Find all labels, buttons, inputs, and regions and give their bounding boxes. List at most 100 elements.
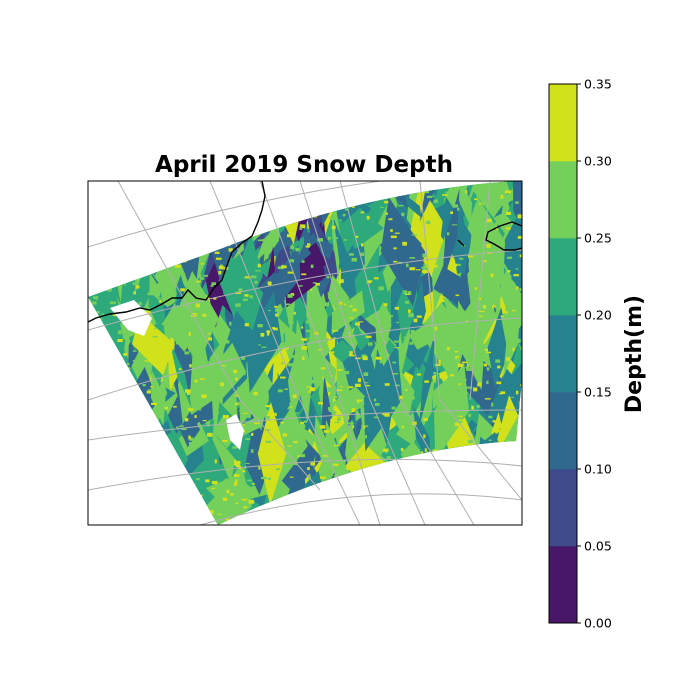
- depth-speckle: [290, 245, 295, 250]
- depth-cell: [331, 290, 365, 335]
- depth-speckle: [331, 225, 336, 230]
- colorbar-tick-label: 0.20: [584, 308, 612, 323]
- depth-speckle: [189, 364, 192, 368]
- depth-speckle: [330, 402, 335, 407]
- depth-speckle: [398, 395, 403, 400]
- depth-speckle: [237, 401, 241, 406]
- depth-speckle: [410, 396, 415, 400]
- depth-speckle: [495, 429, 501, 433]
- depth-speckle: [385, 212, 388, 215]
- depth-speckle: [433, 371, 437, 375]
- depth-speckle: [307, 243, 311, 246]
- depth-speckle: [281, 362, 284, 365]
- depth-speckle: [208, 337, 213, 341]
- depth-speckle: [189, 437, 194, 441]
- depth-speckle: [486, 351, 492, 354]
- depth-speckle: [519, 254, 522, 258]
- depth-speckle: [257, 324, 263, 328]
- depth-speckle: [363, 427, 366, 429]
- depth-speckle: [458, 257, 464, 260]
- depth-speckle: [340, 386, 343, 388]
- depth-speckle: [351, 257, 357, 262]
- depth-speckle: [216, 520, 222, 524]
- depth-speckle: [194, 415, 197, 418]
- depth-speckle: [425, 307, 432, 310]
- depth-cell: [333, 216, 360, 324]
- depth-speckle: [175, 264, 181, 268]
- depth-speckle: [373, 277, 379, 280]
- depth-speckle: [432, 282, 436, 285]
- depth-speckle: [211, 282, 216, 286]
- depth-speckle: [239, 409, 244, 412]
- depth-speckle: [341, 406, 348, 409]
- depth-speckle: [135, 285, 140, 289]
- depth-speckle: [483, 304, 486, 309]
- depth-speckle: [496, 270, 502, 275]
- depth-speckle: [497, 268, 503, 271]
- depth-speckle: [250, 449, 254, 453]
- colorbar-band: [549, 161, 577, 239]
- depth-speckle: [265, 440, 272, 443]
- depth-speckle: [337, 415, 343, 417]
- depth-speckle: [135, 337, 138, 340]
- depth-cell: [314, 413, 327, 467]
- depth-speckle: [304, 337, 310, 340]
- depth-speckle: [257, 239, 263, 242]
- depth-speckle: [329, 351, 335, 354]
- depth-speckle: [227, 493, 230, 496]
- depth-speckle: [228, 248, 233, 252]
- depth-speckle: [416, 315, 422, 318]
- depth-speckle: [173, 288, 176, 291]
- depth-speckle: [297, 285, 303, 287]
- depth-speckle: [452, 204, 459, 208]
- colorbar-tick-label: 0.10: [584, 462, 612, 477]
- depth-cell: [418, 329, 436, 428]
- depth-speckle: [411, 234, 418, 236]
- depth-speckle: [132, 282, 139, 285]
- depth-speckle: [194, 379, 198, 383]
- depth-speckle: [455, 356, 460, 358]
- depth-speckle: [383, 448, 389, 452]
- depth-speckle: [301, 273, 307, 276]
- depth-speckle: [273, 327, 278, 331]
- depth-speckle: [519, 288, 522, 292]
- depth-speckle: [480, 201, 484, 205]
- depth-cell: [287, 341, 305, 420]
- depth-speckle: [320, 367, 326, 370]
- depth-speckle: [301, 346, 307, 350]
- depth-speckle: [217, 387, 221, 390]
- colorbar-label: Depth(m): [622, 295, 647, 413]
- depth-speckle: [267, 447, 271, 452]
- depth-speckle: [343, 239, 348, 241]
- depth-speckle: [412, 421, 417, 426]
- map-frame: [87, 180, 523, 526]
- colorbar: 0.00 0.05 0.10 0.15 0.20 0.25 0.30 0.35 Depth(m…: [548, 77, 647, 631]
- depth-speckle: [472, 313, 477, 315]
- depth-speckle: [520, 384, 522, 386]
- depth-speckle: [390, 229, 393, 232]
- depth-speckle: [255, 270, 261, 272]
- depth-speckle: [312, 282, 317, 284]
- depth-speckle: [424, 380, 429, 383]
- depth-speckle: [395, 384, 400, 387]
- depth-speckle: [281, 265, 287, 269]
- depth-speckle: [447, 379, 451, 383]
- depth-speckle: [403, 336, 409, 339]
- depth-speckle: [260, 332, 265, 337]
- depth-speckle: [389, 315, 394, 318]
- depth-speckle: [486, 380, 489, 384]
- depth-speckle: [247, 479, 252, 482]
- depth-speckle: [224, 457, 228, 461]
- depth-speckle: [483, 363, 488, 367]
- depth-speckle: [132, 350, 137, 352]
- depth-speckle: [331, 284, 338, 287]
- depth-speckle: [496, 228, 499, 231]
- depth-speckle: [200, 263, 205, 265]
- depth-speckle: [148, 389, 153, 391]
- depth-cell: [519, 222, 522, 281]
- depth-speckle: [408, 313, 414, 318]
- depth-speckle: [232, 446, 238, 449]
- depth-speckle: [289, 405, 293, 408]
- depth-speckle: [289, 259, 295, 262]
- depth-cell: [380, 197, 426, 307]
